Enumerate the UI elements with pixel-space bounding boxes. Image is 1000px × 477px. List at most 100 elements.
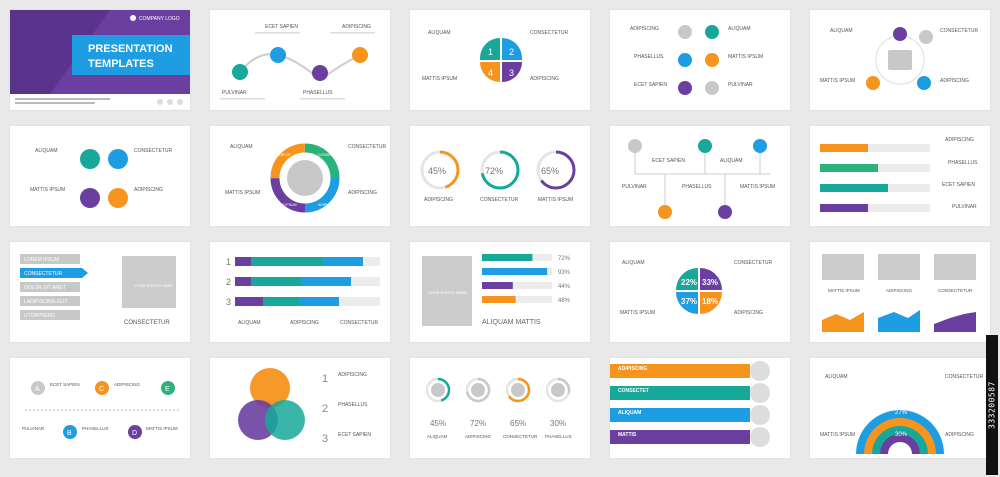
s19-p2: 72%	[470, 419, 486, 428]
progress-fill	[482, 282, 513, 289]
s4-label-c: PHASELLUS	[634, 54, 664, 60]
s7-label-b: CONSECTETUR	[348, 144, 386, 150]
s16-label-a: ECET SAPIEN	[50, 382, 80, 387]
progress-fill	[482, 296, 516, 303]
slide-petals[interactable]: 1 2 4 3 ALIQUAM CONSECTETUR MATTIS IPSUM…	[410, 10, 590, 110]
s2-label-a: ECET SAPIEN	[265, 24, 298, 30]
s6-label-d: ADIPISCING	[134, 187, 163, 193]
slide-quad-percent[interactable]: 22% 33% 37% 18% ALIQUAM CONSECTETUR MATT…	[610, 242, 790, 342]
s16-label-b: PULVINAR	[22, 426, 45, 431]
s8-p2: 72%	[485, 166, 503, 176]
s9-label-d: PHASELLUS	[682, 184, 712, 190]
s21-p1: 19%	[895, 378, 908, 384]
s5-label-b: CONSECTETUR	[940, 28, 978, 34]
s19-p3: 65%	[510, 419, 526, 428]
s10-label-b: PHASELLUS	[948, 160, 978, 166]
s4-label-b: ALIQUAM	[728, 26, 751, 32]
s18-label-a: ADIPISCING	[338, 372, 367, 378]
ring-icon	[551, 383, 565, 397]
slide-ring[interactable]: ALIQUAM CONSECTETUR MATTIS IPSUM ADIPISC…	[210, 126, 390, 226]
s21-p4: 30%	[895, 432, 908, 438]
slide-timeline-wave[interactable]: ECET SAPIEN ADIPISCING PULVINAR PHASELLU…	[210, 10, 390, 110]
s16-label-e: MATTIS IPSUM	[146, 426, 178, 431]
slide-stacked-bars[interactable]: 1 2 3 ALIQUAM ADIPISCING CONSECTETUR	[210, 242, 390, 342]
slide-cycle[interactable]: ALIQUAM CONSECTETUR MATTIS IPSUM ADIPISC…	[810, 10, 990, 110]
s14-label-c: MATTIS IPSUM	[620, 310, 655, 316]
s14-p1: 22%	[681, 278, 697, 287]
s19-label-b: ADIPISCING	[465, 434, 492, 439]
s5-label-d: ADIPISCING	[940, 78, 969, 84]
slide-icon-grid[interactable]: ADIPISCING ALIQUAM PHASELLUS MATTIS IPSU…	[610, 10, 790, 110]
slide-venn[interactable]: 1 2 3 ADIPISCING PHASELLUS ECET SAPIEN	[210, 358, 390, 458]
s12-n1: 1	[226, 257, 231, 267]
slide-ribbons[interactable]: ADIPISCING CONSECTET ALIQUAM MATTIS	[610, 358, 790, 458]
s8-p3: 65%	[541, 166, 559, 176]
s10-label-c: ECET SAPIEN	[942, 182, 975, 188]
s12-label-c: CONSECTETUR	[340, 320, 378, 326]
s5-label-a: ALIQUAM	[830, 28, 853, 34]
s16-d: D	[132, 430, 137, 437]
slide-cover[interactable]: COMPANY LOGO PRESENTATION TEMPLATES	[10, 10, 190, 110]
s12-label-a: ALIQUAM	[238, 320, 261, 326]
progress-value: 72%	[558, 256, 571, 262]
s4-label-f: PULVINAR	[728, 82, 753, 88]
s2-label-d: PHASELLUS	[303, 90, 333, 96]
ring-icon	[511, 383, 525, 397]
s11-item-1: CONSECTETUR	[24, 271, 62, 277]
concentric-center	[888, 442, 912, 458]
slide-progress-bars[interactable]: YOUR PHOTO HERE 72% 93% 44% 48% ALIQUAM MAT…	[410, 242, 590, 342]
s10-label-a: ADIPISCING	[945, 137, 974, 143]
s19-label-d: PHASELLUS	[545, 434, 572, 439]
ring-arc	[425, 377, 451, 403]
slide-branch[interactable]: ECET SAPIEN ALIQUAM PULVINAR PHASELLUS M…	[610, 126, 790, 226]
s6-label-c: MATTIS IPSUM	[30, 187, 65, 193]
s11-item-2: DOLOR SIT AMET	[24, 285, 66, 291]
s16-e: E	[165, 386, 170, 393]
slide-menu-list[interactable]: LOREM IPSUM CONSECTETUR DOLOR SIT AMET L…	[10, 242, 190, 342]
slide-area-panels[interactable]: MATTIS IPSUM ADIPISCING CONSECTETUR	[810, 242, 990, 342]
s13-label: ALIQUAM MATTIS	[482, 319, 541, 326]
s20-label-d: MATTIS	[618, 432, 637, 438]
donut-arc	[536, 150, 576, 190]
s18-label-c: ECET SAPIEN	[338, 432, 371, 438]
s3-n2: 2	[509, 47, 514, 57]
s15-label-a: MATTIS IPSUM	[828, 288, 860, 293]
ring-icon	[471, 383, 485, 397]
s2-label-c: PULVINAR	[222, 90, 247, 96]
slide-abcde[interactable]: A B C D E ECET SAPIEN ADIPISCING PULVINA…	[10, 358, 190, 458]
s8-label-c: MATTIS IPSUM	[538, 197, 573, 203]
s9-label-a: ECET SAPIEN	[652, 158, 685, 164]
s16-c: C	[99, 386, 104, 393]
s3-label-d: ADIPISCING	[530, 76, 559, 82]
s16-b: B	[67, 430, 72, 437]
s12-n3: 3	[226, 297, 231, 307]
s10-label-d: PULVINAR	[952, 204, 977, 210]
s18-n3: 3	[322, 433, 328, 445]
progress-track	[482, 296, 552, 303]
slide-hbars[interactable]: ADIPISCING PHASELLUS ECET SAPIEN PULVINA…	[810, 126, 990, 226]
s13-photo-text: YOUR PHOTO HERE	[428, 290, 467, 295]
donut-arc	[420, 150, 460, 190]
s3-n1: 1	[488, 47, 493, 57]
s3-label-a: ALIQUAM	[428, 30, 451, 36]
s19-label-c: CONSECTETUR	[503, 434, 538, 439]
s9-label-b: ALIQUAM	[720, 158, 743, 164]
s12-n2: 2	[226, 277, 231, 287]
s9-label-c: PULVINAR	[622, 184, 647, 190]
s21-label-c: MATTIS IPSUM	[820, 432, 855, 438]
progress-value: 48%	[558, 298, 571, 304]
slide-icon-rings[interactable]: 45% 72% 65% 30% ALIQUAM ADIPISCING CONSE…	[410, 358, 590, 458]
s21-label-a: ALIQUAM	[825, 374, 848, 380]
s18-n1: 1	[322, 373, 328, 385]
progress-fill	[482, 254, 533, 261]
slide-icons-four[interactable]: ALIQUAM CONSECTETUR MATTIS IPSUM ADIPISC…	[10, 126, 190, 226]
s7-label-a: ALIQUAM	[230, 144, 253, 150]
s11-item-3: LADIPISCING ELIT	[24, 299, 68, 305]
s11-item-4: UTORPISING	[24, 313, 55, 319]
slide-concentric[interactable]: 19% 24% 27% 30% ALIQUAM CONSECTETUR MATT…	[810, 358, 990, 458]
slide-donuts[interactable]: 45% 72% 65% ADIPISCING CONSECTETUR MATTI…	[410, 126, 590, 226]
s12-label-b: ADIPISCING	[290, 320, 319, 326]
s15-label-b: ADIPISCING	[886, 288, 913, 293]
s14-p3: 37%	[681, 297, 697, 306]
s11-label: CONSECTETUR	[124, 320, 170, 326]
